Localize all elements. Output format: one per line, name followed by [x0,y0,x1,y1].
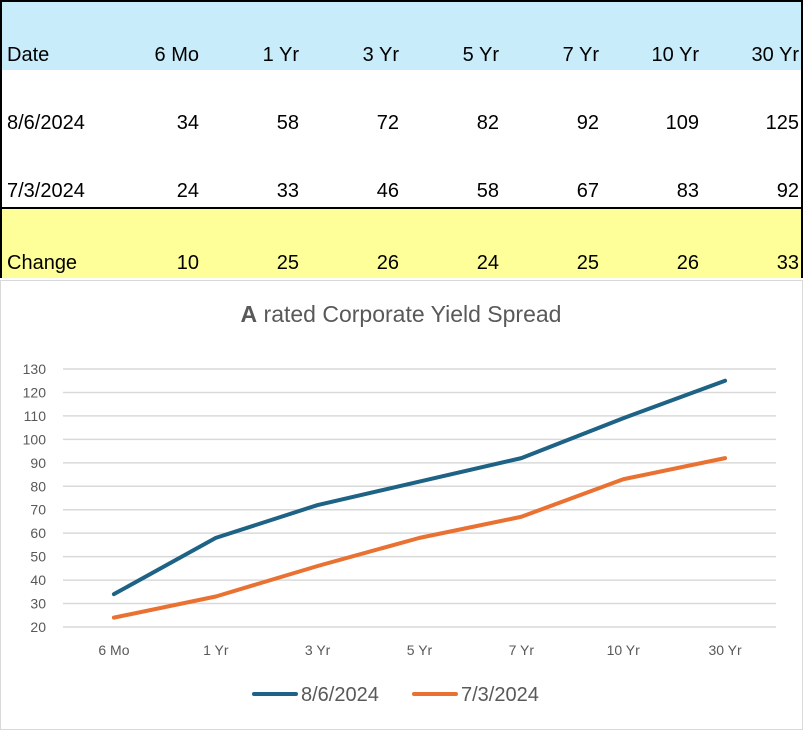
y-tick-label: 80 [30,478,46,494]
header-cell: 5 Yr [463,44,499,67]
y-tick-label: 40 [30,572,46,588]
y-tick-label: 90 [30,455,46,471]
table-row: 8/6/2024 34 58 72 82 92 109 125 [2,70,801,138]
legend-label: 8/6/2024 [301,684,379,706]
x-tick-label: 30 Yr [708,642,742,658]
x-tick-label: 5 Yr [407,642,433,658]
y-tick-label: 30 [30,596,46,612]
row-cell: 83 [677,180,699,203]
legend-label: 7/3/2024 [461,684,539,706]
header-cell: 30 Yr [752,44,799,67]
table-row: 7/3/2024 24 33 46 58 67 83 92 [2,138,801,206]
table-row-change: Change 10 25 26 24 25 26 33 [2,207,801,278]
y-tick-label: 100 [23,431,47,447]
row-cell: 25 [277,252,299,275]
table-header-row: Date 6 Mo 1 Yr 3 Yr 5 Yr 7 Yr 10 Yr 30 Yr [2,2,801,70]
chart-title: A rated Corporate Yield Spread [241,301,562,327]
y-tick-label: 70 [30,502,46,518]
row-cell: 58 [477,180,499,203]
row-cell: 33 [777,252,799,275]
row-cell: 109 [666,112,699,135]
header-label: Date [7,44,49,67]
row-cell: 25 [577,252,599,275]
row-cell: 72 [377,112,399,135]
row-cell: 82 [477,112,499,135]
row-label: 7/3/2024 [7,180,85,203]
row-cell: 26 [677,252,699,275]
y-tick-label: 130 [23,361,47,377]
header-cell: 3 Yr [363,44,399,67]
x-tick-label: 6 Mo [98,642,129,658]
row-cell: 46 [377,180,399,203]
row-cell: 10 [177,252,199,275]
row-label: 8/6/2024 [7,112,85,135]
row-cell: 26 [377,252,399,275]
y-tick-label: 50 [30,549,46,565]
series-line-8-6-2024 [114,381,725,594]
y-tick-label: 20 [30,619,46,635]
x-tick-label: 10 Yr [607,642,641,658]
header-cell: 7 Yr [563,44,599,67]
header-cell: 10 Yr [652,44,699,67]
chart-svg: A rated Corporate Yield Spread 20 30 40 50 6… [1,281,802,729]
row-cell: 24 [177,180,199,203]
row-cell: 67 [577,180,599,203]
row-label: Change [7,252,77,275]
line-chart: A rated Corporate Yield Spread 20 30 40 50 6… [0,280,803,730]
x-tick-label: 1 Yr [203,642,229,658]
row-cell: 125 [766,112,799,135]
row-cell: 34 [177,112,199,135]
y-tick-label: 60 [30,525,46,541]
y-tick-label: 110 [24,408,47,424]
x-tick-label: 3 Yr [305,642,331,658]
row-cell: 24 [477,252,499,275]
row-cell: 33 [277,180,299,203]
yield-spread-table: Date 6 Mo 1 Yr 3 Yr 5 Yr 7 Yr 10 Yr 30 Yr 8/6/2… [0,0,803,278]
row-cell: 92 [777,180,799,203]
y-tick-label: 120 [23,384,47,400]
row-cell: 92 [577,112,599,135]
header-cell: 6 Mo [155,44,199,67]
header-cell: 1 Yr [263,44,299,67]
chart-title-bold: A [241,301,258,327]
chart-title-rest: rated Corporate Yield Spread [257,301,561,327]
x-tick-label: 7 Yr [509,642,535,658]
row-cell: 58 [277,112,299,135]
